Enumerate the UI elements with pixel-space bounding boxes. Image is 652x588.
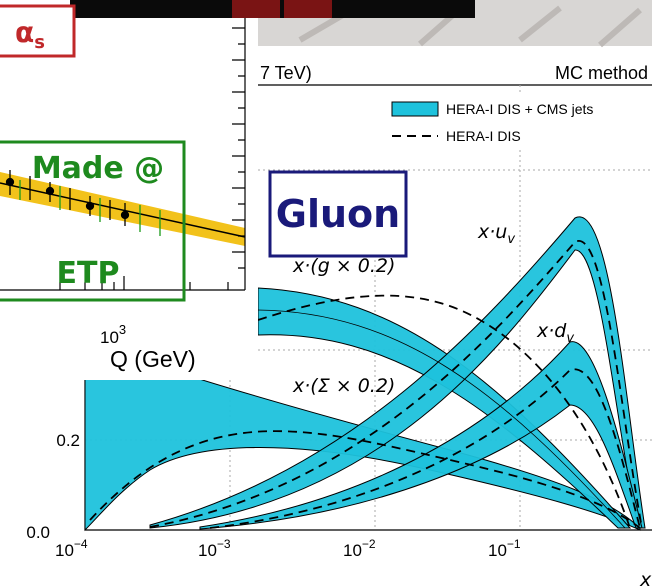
- gluon-badge: [268, 170, 408, 258]
- legend-entry: HERA-I DIS: [446, 128, 521, 144]
- method-label: MC method: [555, 63, 648, 83]
- etp-text: ETP: [57, 256, 120, 291]
- uv-band: [149, 216, 646, 529]
- made-badge: [0, 140, 186, 302]
- legend-swatch: [391, 101, 439, 117]
- y-tick-label: 0.0: [26, 523, 50, 542]
- curve-label: x·(g × 0.2): [292, 255, 395, 277]
- x-tick-label: 10−1: [488, 537, 521, 560]
- alphas-plot: 103 Q (GeV) αs Made @ ETP: [0, 4, 258, 380]
- curve-label: x·dv: [536, 320, 574, 346]
- x-ticks: 10−4 10−3 10−2 10−1: [55, 537, 521, 560]
- pdf-plot: HERA-I DIS + CMS jets HERA-I DIS 7 TeV) …: [26, 63, 652, 588]
- x-tick-label: 10−4: [55, 537, 88, 560]
- alphas-fit: [0, 182, 246, 238]
- dv-band: [199, 341, 643, 530]
- energy-label: 7 TeV): [260, 63, 312, 83]
- y-tick-label: 0.2: [56, 431, 80, 450]
- x-axis-label: x: [639, 569, 652, 588]
- top-bar-segment: [284, 0, 332, 18]
- x-tick-label: 10−2: [343, 537, 376, 560]
- alphas-badge: [0, 4, 76, 58]
- curve-label: x·uv: [477, 221, 515, 247]
- q-axis-label: Q (GeV): [110, 346, 196, 372]
- alphas-ticks: [59, 27, 245, 290]
- dashed-curves: [89, 240, 643, 529]
- alphas-text: αs: [15, 16, 45, 53]
- alphas-points: [5, 170, 161, 236]
- made-text: Made @: [32, 151, 164, 186]
- top-bar-segment: [232, 0, 280, 18]
- gluon-text: Gluon: [276, 192, 400, 236]
- legend-entry: HERA-I DIS + CMS jets: [446, 101, 593, 117]
- curve-label: x·(Σ × 0.2): [292, 375, 395, 397]
- gluon-central: [257, 309, 626, 529]
- q-tick-label: 103: [100, 322, 126, 347]
- photo-texture: [298, 0, 642, 48]
- x-tick-label: 10−3: [198, 537, 231, 560]
